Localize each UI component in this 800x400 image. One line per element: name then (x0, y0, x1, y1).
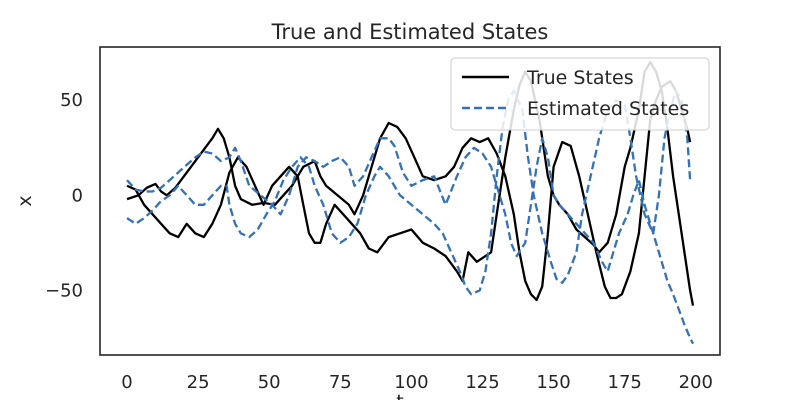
x-tick-label: 175 (608, 372, 642, 393)
x-tick-label: 0 (121, 372, 132, 393)
x-tick-label: 125 (465, 372, 499, 393)
x-tick-label: 100 (394, 372, 428, 393)
series-line-true-states-2 (126, 61, 695, 306)
x-axis-label: t (396, 391, 403, 400)
legend-box (450, 57, 710, 131)
x-tick-label: 75 (329, 372, 352, 393)
x-tick-label: 50 (258, 372, 281, 393)
series-layer (126, 61, 695, 345)
legend-label-estimated-states: Estimated States (527, 98, 689, 120)
plot-frame (99, 46, 721, 356)
legend: True States Estimated States (450, 57, 710, 131)
x-axis-ticks: 0 25 50 75 100 125 150 175 200 (121, 372, 713, 393)
y-axis-label: x (14, 195, 36, 206)
legend-label-true-states: True States (526, 67, 634, 89)
x-tick-label: 200 (679, 372, 713, 393)
y-tick-label: −50 (45, 280, 83, 301)
chart-title: True and Estimated States (271, 20, 549, 44)
series-line-true-states-1 (126, 80, 692, 302)
series-line-estimated-states-2 (126, 89, 692, 296)
x-tick-label: 150 (536, 372, 570, 393)
x-tick-label: 25 (187, 372, 210, 393)
y-tick-label: 50 (60, 90, 83, 111)
series-line-estimated-states-1 (126, 137, 695, 345)
y-axis-ticks: −50 0 50 (45, 90, 83, 301)
y-tick-label: 0 (72, 185, 83, 206)
